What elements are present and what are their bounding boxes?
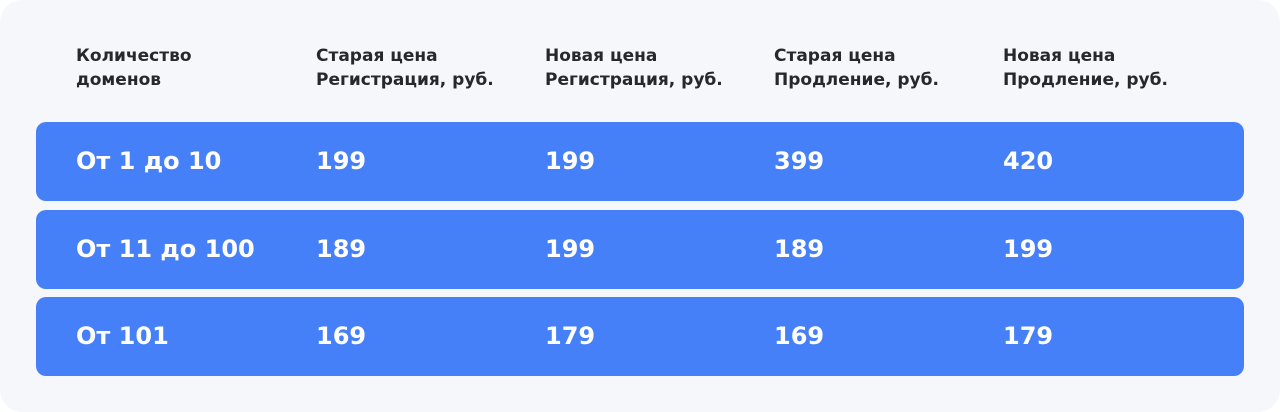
new-renewal-cell: 199 [1003, 235, 1054, 263]
header-new-renewal-price: Новая цена Продление, руб. [1003, 46, 1168, 90]
table-row: От 11 до 100 189 199 189 199 [36, 210, 1244, 289]
old-registration-cell: 169 [316, 322, 367, 350]
header-old-renewal-price: Старая цена Продление, руб. [774, 46, 939, 90]
new-renewal-cell: 420 [1003, 147, 1054, 175]
domain-count-cell: От 11 до 100 [76, 235, 255, 263]
header-domain-count: Количество доменов [76, 46, 192, 90]
new-registration-cell: 199 [545, 235, 596, 263]
old-renewal-cell: 399 [774, 147, 825, 175]
header-new-registration-price: Новая цена Регистрация, руб. [545, 46, 723, 90]
domain-count-cell: От 101 [76, 322, 169, 350]
domain-count-cell: От 1 до 10 [76, 147, 222, 175]
table-row: От 101 169 179 169 179 [36, 297, 1244, 376]
new-renewal-cell: 179 [1003, 322, 1054, 350]
header-old-registration-price: Старая цена Регистрация, руб. [316, 46, 494, 90]
new-registration-cell: 179 [545, 322, 596, 350]
new-registration-cell: 199 [545, 147, 596, 175]
table-header: Количество доменов Старая цена Регистрац… [0, 44, 1280, 104]
old-renewal-cell: 189 [774, 235, 825, 263]
table-row: От 1 до 10 199 199 399 420 [36, 122, 1244, 201]
old-registration-cell: 199 [316, 147, 367, 175]
old-registration-cell: 189 [316, 235, 367, 263]
old-renewal-cell: 169 [774, 322, 825, 350]
